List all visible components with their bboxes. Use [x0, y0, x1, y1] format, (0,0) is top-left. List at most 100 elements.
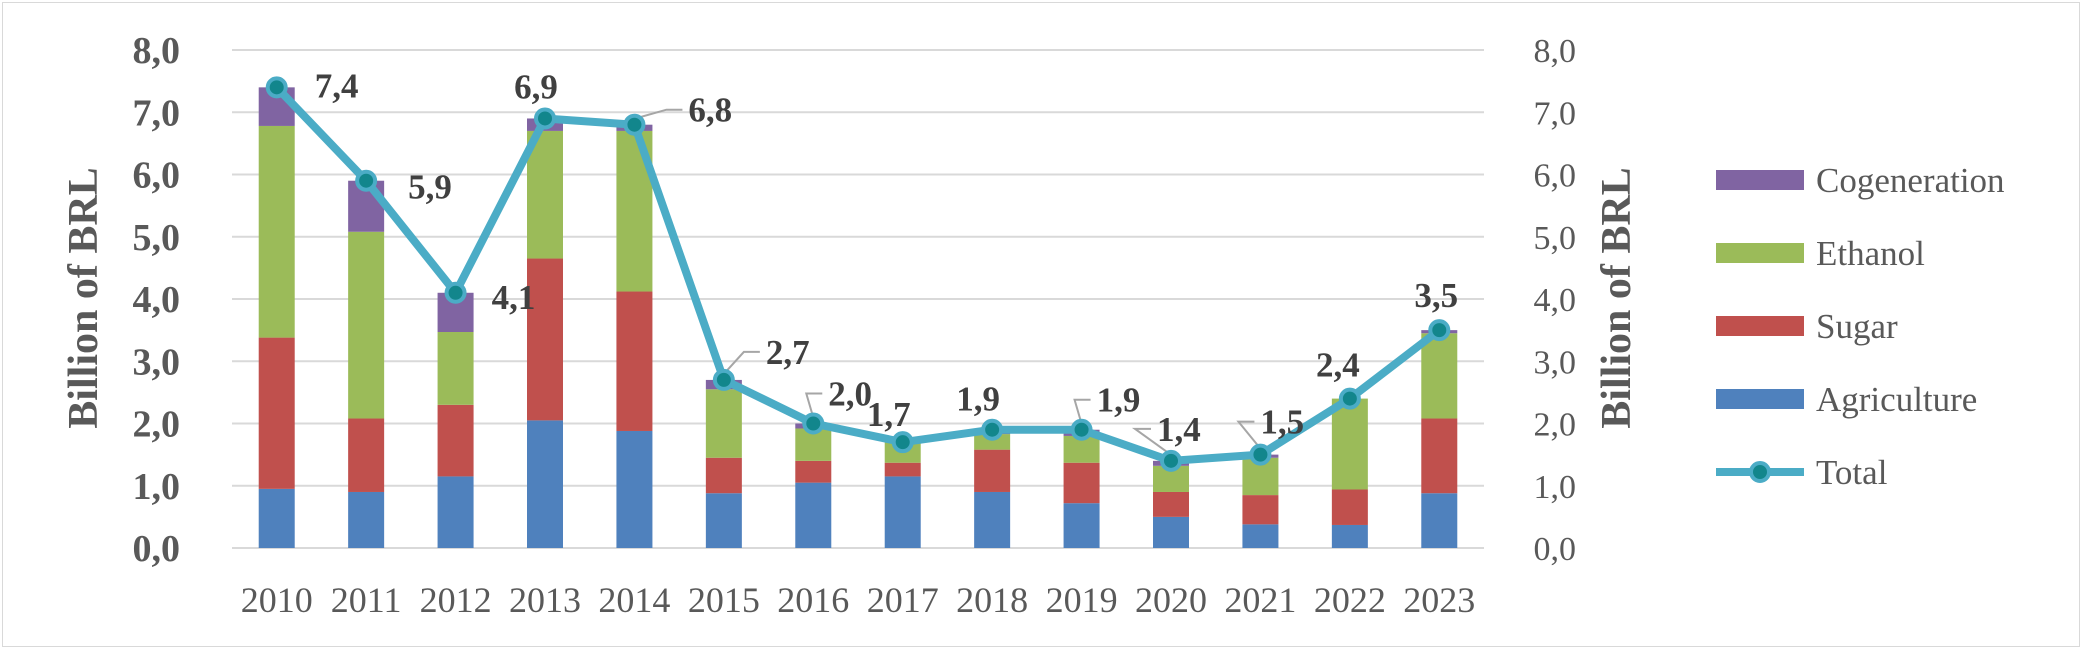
legend-label-total: Total [1816, 453, 1888, 492]
total-data-label: 1,7 [867, 395, 911, 434]
x-tick-label: 2012 [420, 580, 492, 620]
label-leader-line [1131, 427, 1172, 456]
left-tick-label: 6,0 [133, 155, 181, 197]
total-data-label: 1,4 [1157, 410, 1201, 449]
total-data-label: 6,8 [688, 91, 732, 130]
x-tick-label: 2019 [1046, 580, 1118, 620]
bar-segment-sugar [705, 457, 742, 494]
total-point [1249, 443, 1272, 466]
bar-segment-agriculture [527, 420, 563, 548]
bar-segment-sugar [348, 418, 385, 492]
legend-swatch-marker [1749, 461, 1771, 483]
x-tick-label: 2015 [688, 580, 760, 620]
bar-segment-ethanol [348, 231, 385, 419]
bar-segment-sugar [1331, 489, 1368, 525]
bar-segment-agriculture [348, 491, 385, 548]
label-callouts [634, 108, 1262, 456]
right-tick-label: 3,0 [1534, 344, 1577, 381]
total-data-label: 4,1 [492, 278, 536, 317]
left-tick-label: 4,0 [133, 279, 181, 321]
total-data-label: 1,5 [1260, 403, 1304, 442]
label-leader-line [1236, 420, 1262, 450]
total-point [1428, 319, 1451, 342]
label-leader-line [723, 350, 760, 375]
total-line [265, 76, 1451, 472]
left-tick-label: 7,0 [133, 92, 181, 134]
total-point [444, 281, 467, 304]
bar-segment-agriculture [884, 476, 921, 548]
x-tick-label: 2010 [241, 580, 313, 620]
left-tick-label: 1,0 [133, 466, 181, 508]
x-tick-label: 2020 [1135, 580, 1207, 620]
bar-segment-ethanol [1421, 333, 1458, 419]
bar-segment-agriculture [705, 493, 742, 548]
bar-segment-ethanol [258, 125, 295, 338]
bar-segment-sugar [1063, 462, 1100, 504]
left-axis-title: Billion of BRL [61, 167, 107, 428]
left-tick-label: 0,0 [133, 528, 181, 570]
bar-segment-ethanol [527, 130, 563, 259]
legend-label-agriculture: Agriculture [1816, 380, 1977, 419]
bar-segment-sugar [616, 291, 653, 431]
x-axis: 2010 2011 2012 2013 2014 2015 2016 2017 2018 2019… [241, 580, 1476, 620]
label-leader-line [804, 392, 823, 418]
bar-segment-agriculture [795, 482, 832, 548]
left-tick-label: 8,0 [133, 30, 181, 72]
bar-segment-agriculture [1242, 524, 1279, 548]
label-leader-line [634, 108, 683, 120]
bar-segment-sugar [974, 449, 1011, 492]
bar-segment-sugar [527, 258, 563, 421]
total-point [1160, 449, 1182, 472]
left-tick-label: 2,0 [133, 404, 181, 446]
total-data-label: 2,0 [828, 375, 872, 414]
bar-segment-agriculture [974, 491, 1011, 548]
bar-segment-ethanol [705, 389, 742, 458]
right-tick-label: 1,0 [1534, 469, 1577, 506]
x-tick-label: 2022 [1314, 580, 1386, 620]
legend-swatch-sugar [1716, 316, 1804, 336]
x-tick-label: 2023 [1403, 580, 1475, 620]
total-point [1070, 418, 1093, 441]
right-tick-label: 4,0 [1534, 282, 1577, 319]
total-point [265, 76, 288, 99]
total-point [802, 412, 825, 435]
bar-segment-sugar [795, 460, 832, 483]
left-tick-label: 3,0 [133, 341, 181, 383]
stacked-bars [258, 87, 1458, 548]
bar-segment-sugar [1242, 495, 1279, 525]
total-data-label: 6,9 [514, 67, 558, 106]
x-tick-label: 2014 [598, 580, 670, 620]
legend-label-cogeneration: Cogeneration [1816, 161, 2005, 200]
total-data-label: 2,4 [1316, 346, 1360, 385]
total-data-label: 5,9 [408, 168, 452, 207]
left-y-axis: 0,0 1,0 2,0 3,0 4,0 5,0 6,0 7,0 8,0 [133, 30, 181, 570]
legend-swatch-agriculture [1716, 389, 1804, 409]
bar-segment-ethanol [974, 434, 1011, 450]
bar-segment-agriculture [1063, 503, 1100, 548]
legend-swatch-cogeneration [1716, 170, 1804, 190]
bar-segment-ethanol [1331, 398, 1368, 490]
x-tick-label: 2016 [777, 580, 849, 620]
right-tick-label: 8,0 [1534, 33, 1577, 70]
legend-swatch-ethanol [1716, 243, 1804, 263]
legend: Cogeneration Ethanol Sugar Agriculture Total [1716, 161, 2005, 492]
total-data-labels: 7,4 5,9 4,1 6,9 6,8 2,7 2,01,7 1,9 1,9 1,4 1,5 2,4 3… [315, 66, 1458, 449]
right-y-axis: 0,0 1,0 2,0 3,0 4,0 5,0 6,0 7,0 8,0 [1534, 33, 1577, 568]
x-tick-label: 2018 [956, 580, 1028, 620]
right-tick-label: 6,0 [1534, 158, 1577, 195]
total-point [355, 169, 378, 192]
total-point [623, 113, 646, 136]
bar-segment-sugar [884, 462, 921, 477]
right-tick-label: 2,0 [1534, 407, 1577, 444]
bar-segment-agriculture [1153, 516, 1189, 548]
bar-segment-sugar [258, 337, 295, 489]
right-tick-label: 5,0 [1534, 220, 1577, 257]
bar-segment-sugar [437, 404, 474, 477]
total-point [534, 107, 556, 130]
x-tick-label: 2013 [509, 580, 581, 620]
total-data-label: 1,9 [956, 380, 1000, 419]
bar-segment-agriculture [616, 430, 653, 548]
total-data-label: 7,4 [315, 66, 359, 105]
x-tick-label: 2011 [331, 580, 402, 620]
bar-segment-agriculture [437, 476, 474, 548]
